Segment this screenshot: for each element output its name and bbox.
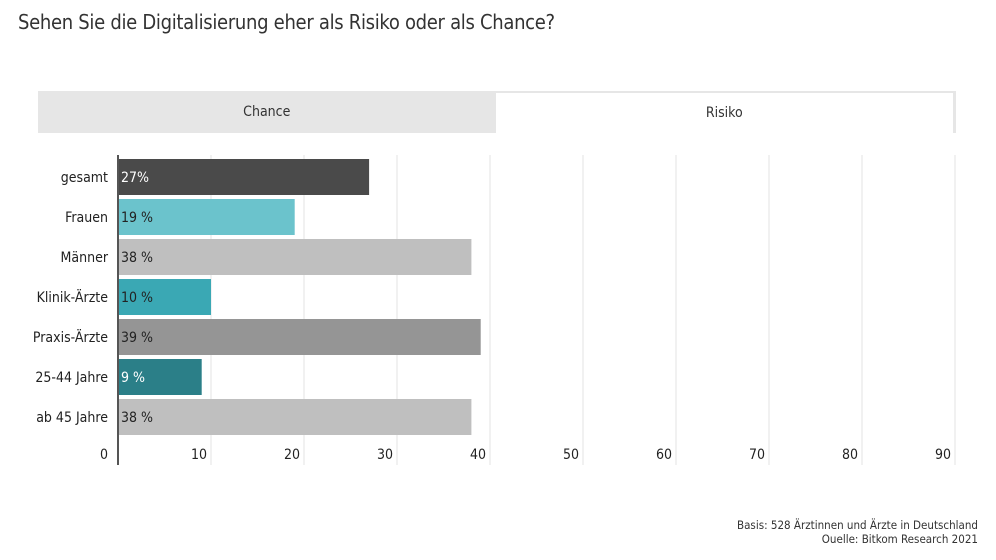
x-tick-label-70: 70 <box>749 447 765 463</box>
category-label-6: ab 45 Jahre <box>36 410 108 426</box>
bar-0 <box>118 159 370 195</box>
category-label-1: Frauen <box>65 210 108 226</box>
x-tick-label-60: 60 <box>656 447 672 463</box>
x-tick-label-90: 90 <box>935 447 951 463</box>
bar-value-label-5: 9 % <box>121 370 145 386</box>
tab-risiko[interactable]: Risiko <box>495 91 956 133</box>
tab-chance[interactable]: Chance <box>38 91 496 133</box>
bar-6 <box>118 399 472 435</box>
bar-chart: 27% gesamt 19 % Frauen 38 % Männer 10 % Klinik-… <box>33 155 956 465</box>
x-tick-label-50: 50 <box>563 447 579 463</box>
x-tick-label-0: 0 <box>100 447 108 463</box>
bar-4 <box>118 319 481 355</box>
category-label-0: gesamt <box>61 170 108 186</box>
x-tick-label-40: 40 <box>470 447 486 463</box>
category-label-3: Klinik-Ärzte <box>37 288 109 306</box>
bar-value-label-0: 27% <box>121 170 149 186</box>
category-label-2: Männer <box>61 250 109 266</box>
bar-1 <box>118 199 295 235</box>
bar-value-label-6: 38 % <box>121 410 153 426</box>
chart-footer: Basis: 528 Ärztinnen und Ärzte in Deutsc… <box>737 518 978 546</box>
bar-3 <box>118 279 211 315</box>
bar-2 <box>118 239 472 275</box>
bar-value-label-1: 19 % <box>121 210 153 226</box>
basis-note: Basis: 528 Ärztinnen und Ärzte in Deutsc… <box>737 518 978 532</box>
x-tick-label-30: 30 <box>377 447 393 463</box>
tab-bar: Chance Risiko <box>38 91 956 133</box>
bar-value-label-2: 38 % <box>121 250 153 266</box>
source-note: Ouelle: Bitkom Research 2021 <box>821 532 978 546</box>
category-label-4: Praxis-Ärzte <box>33 328 108 346</box>
bar-value-label-4: 39 % <box>121 330 153 346</box>
chart-title: Sehen Sie die Digitalisierung eher als R… <box>18 10 555 34</box>
x-tick-label-80: 80 <box>842 447 858 463</box>
category-label-5: 25-44 Jahre <box>35 370 108 386</box>
x-tick-label-10: 10 <box>191 447 207 463</box>
bar-value-label-3: 10 % <box>121 290 153 306</box>
x-tick-label-20: 20 <box>284 447 300 463</box>
bar-5 <box>118 359 202 395</box>
